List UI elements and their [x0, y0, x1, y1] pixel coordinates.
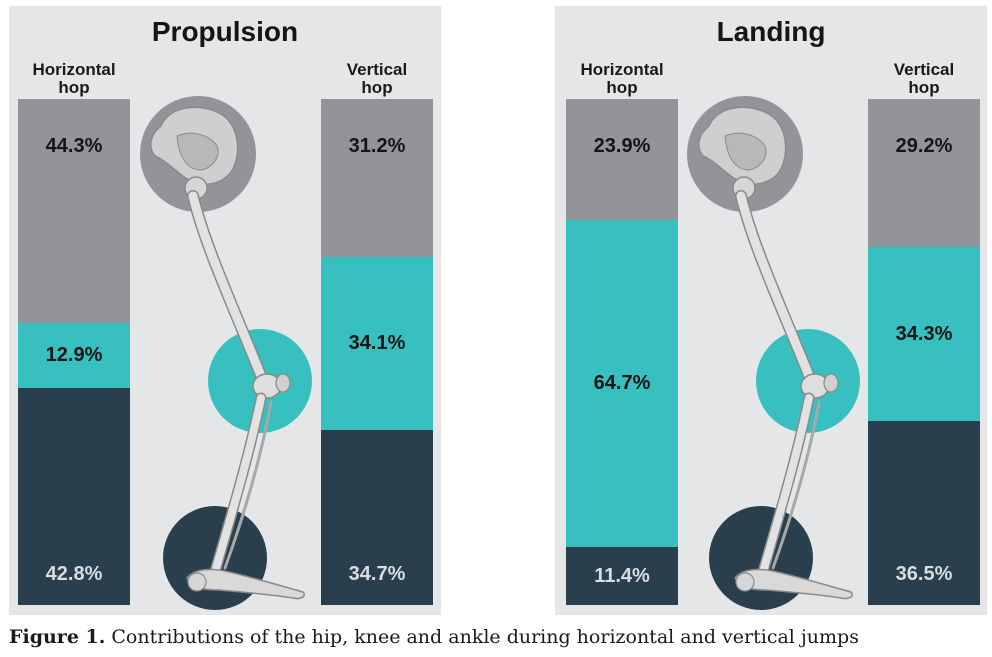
- bar-segment-knee: 64.7%: [566, 220, 678, 547]
- figure-caption-label: Figure 1.: [9, 626, 106, 648]
- data-label: 11.4%: [594, 564, 650, 587]
- panel-title: Propulsion: [151, 16, 299, 47]
- bar-segment-hip: 29.2%: [868, 99, 980, 247]
- data-label: 12.9%: [45, 344, 103, 366]
- knee-icon: [800, 373, 839, 399]
- femur-icon: [735, 190, 815, 382]
- pelvis-icon: [698, 106, 787, 200]
- bar-segment-knee: 34.1%: [321, 257, 433, 430]
- data-label: 64.7%: [593, 372, 651, 394]
- bar-segment-hip: 44.3%: [18, 99, 130, 323]
- bar-horizontal-hop: 44.3% 12.9% 42.8%: [18, 99, 130, 605]
- category-label-horizontal: Horizontal hop: [566, 61, 678, 97]
- bar-segment-knee: 12.9%: [18, 323, 130, 388]
- figure-caption: Figure 1. Contributions of the hip, knee…: [9, 626, 859, 648]
- data-label: 34.7%: [348, 563, 406, 585]
- category-label-line: Vertical: [893, 60, 955, 79]
- figure-caption-text: Contributions of the hip, knee and ankle…: [105, 626, 859, 648]
- category-label-vertical: Vertical hop: [321, 61, 433, 97]
- bar-vertical-hop: 29.2% 34.3% 36.5%: [868, 99, 980, 605]
- bar-segment-knee: 34.3%: [868, 247, 980, 421]
- category-label-vertical: Vertical hop: [868, 61, 980, 97]
- bar-segment-hip: 31.2%: [321, 99, 433, 257]
- leg-skeleton-illustration: [140, 96, 312, 610]
- bar-segment-ankle: 11.4%: [566, 547, 678, 605]
- data-label: 29.2%: [895, 135, 953, 157]
- bar-segment-hip: 23.9%: [566, 99, 678, 220]
- leg-skeleton-illustration: [687, 96, 860, 610]
- category-label-line: Horizontal: [580, 60, 664, 79]
- tibia-icon: [209, 392, 273, 578]
- category-label-line: hop: [908, 78, 940, 97]
- propulsion-panel: Propulsion Horizontal hop Vertical hop 4…: [9, 6, 441, 615]
- category-label-horizontal: Horizontal hop: [18, 61, 130, 97]
- data-label: 42.8%: [45, 563, 103, 585]
- bar-segment-ankle: 34.7%: [321, 430, 433, 605]
- data-label: 34.1%: [348, 332, 406, 354]
- panel-title: Landing: [716, 16, 826, 47]
- ankle-joint-circle: [709, 506, 813, 610]
- bar-horizontal-hop: 23.9% 64.7% 11.4%: [566, 99, 678, 605]
- category-label-line: hop: [58, 78, 90, 97]
- category-label-line: Vertical: [346, 60, 408, 79]
- femur-icon: [187, 190, 267, 382]
- bar-segment-ankle: 36.5%: [868, 421, 980, 605]
- category-label-line: hop: [361, 78, 393, 97]
- data-label: 34.3%: [895, 322, 953, 345]
- data-label: 36.5%: [895, 563, 953, 585]
- foot-icon: [734, 568, 853, 600]
- pelvis-icon: [150, 106, 239, 200]
- tibia-icon: [757, 392, 821, 578]
- data-label: 31.2%: [348, 135, 406, 157]
- data-label: 23.9%: [593, 135, 651, 157]
- knee-icon: [252, 373, 291, 399]
- data-label: 44.3%: [45, 135, 103, 157]
- foot-icon: [186, 568, 305, 600]
- bar-segment-ankle: 42.8%: [18, 388, 130, 605]
- landing-panel: Landing Horizontal hop Vertical hop 23.9…: [555, 6, 987, 615]
- bar-vertical-hop: 31.2% 34.1% 34.7%: [321, 99, 433, 605]
- category-label-line: hop: [606, 78, 638, 97]
- category-label-line: Horizontal: [32, 60, 116, 79]
